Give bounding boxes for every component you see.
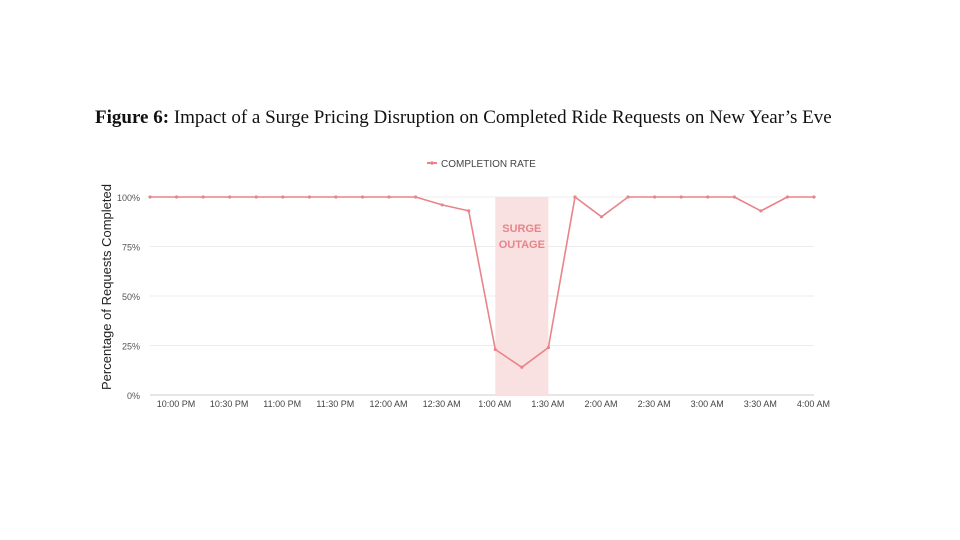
x-tick-label: 3:00 AM (691, 399, 724, 409)
data-point (201, 195, 205, 199)
data-point (546, 345, 551, 350)
y-tick-label: 0% (127, 391, 140, 401)
y-tick-label: 100% (117, 193, 140, 203)
y-tick-label: 50% (122, 292, 140, 302)
y-tick-label: 25% (122, 342, 140, 352)
data-point (626, 195, 630, 199)
data-point (360, 195, 365, 199)
figure-label: Figure 6: (95, 107, 170, 128)
grid (150, 196, 814, 396)
data-point (653, 195, 657, 199)
data-point (785, 195, 790, 199)
data-point (467, 209, 471, 213)
data-point (706, 195, 710, 199)
x-tick-label: 4:00 AM (797, 399, 830, 409)
annotation-label: SURGE (502, 223, 541, 235)
figure-caption-text: Impact of a Surge Pricing Disruption on … (173, 107, 832, 128)
data-point (307, 195, 311, 199)
x-tick-label: 11:30 PM (316, 399, 354, 409)
legend: COMPLETION RATE (427, 159, 536, 170)
legend-label: COMPLETION RATE (441, 159, 536, 170)
x-tick-label: 2:30 AM (638, 399, 671, 409)
x-tick-label: 1:00 AM (478, 399, 511, 409)
data-point (387, 195, 391, 199)
annotation-label: OUTAGE (499, 239, 545, 251)
data-point (414, 195, 418, 199)
data-point (281, 195, 285, 199)
y-axis-label: Percentage of Requests Completed (99, 184, 114, 390)
x-tick-label: 10:30 PM (210, 399, 249, 409)
x-tick-label: 2:00 AM (584, 399, 617, 409)
data-point (148, 195, 152, 199)
data-point (228, 195, 232, 199)
data-point (493, 347, 497, 352)
x-tick-label: 1:30 AM (531, 399, 564, 409)
figure-caption: Figure 6: Impact of a Surge Pricing Disr… (95, 107, 832, 129)
series-layer (148, 195, 816, 369)
data-point (440, 203, 444, 207)
x-tick-label: 12:00 AM (369, 399, 407, 409)
data-point (812, 195, 816, 199)
data-point (174, 195, 179, 199)
annotation-layer: SURGE OUTAGE (495, 197, 549, 395)
legend-marker (430, 161, 434, 165)
data-point (254, 195, 258, 199)
x-tick-label: 3:30 AM (744, 399, 777, 409)
data-point (732, 195, 736, 199)
y-tick-label: 75% (122, 243, 140, 253)
data-point (599, 215, 604, 219)
x-tick-label: 10:00 PM (157, 399, 196, 409)
x-tick-label: 11:00 PM (263, 399, 301, 409)
data-point (334, 195, 338, 199)
completion-rate-line (150, 196, 814, 369)
data-point (520, 365, 524, 369)
x-tick-label: 12:30 AM (423, 399, 461, 409)
surge-outage-region (495, 197, 549, 395)
data-point (573, 195, 577, 199)
data-point (759, 209, 763, 213)
axis-layer: 0% 25% 50% 75% 100% 10:00 PM 10:30 PM 11:00 PM 1… (117, 193, 830, 409)
data-point (679, 195, 683, 199)
